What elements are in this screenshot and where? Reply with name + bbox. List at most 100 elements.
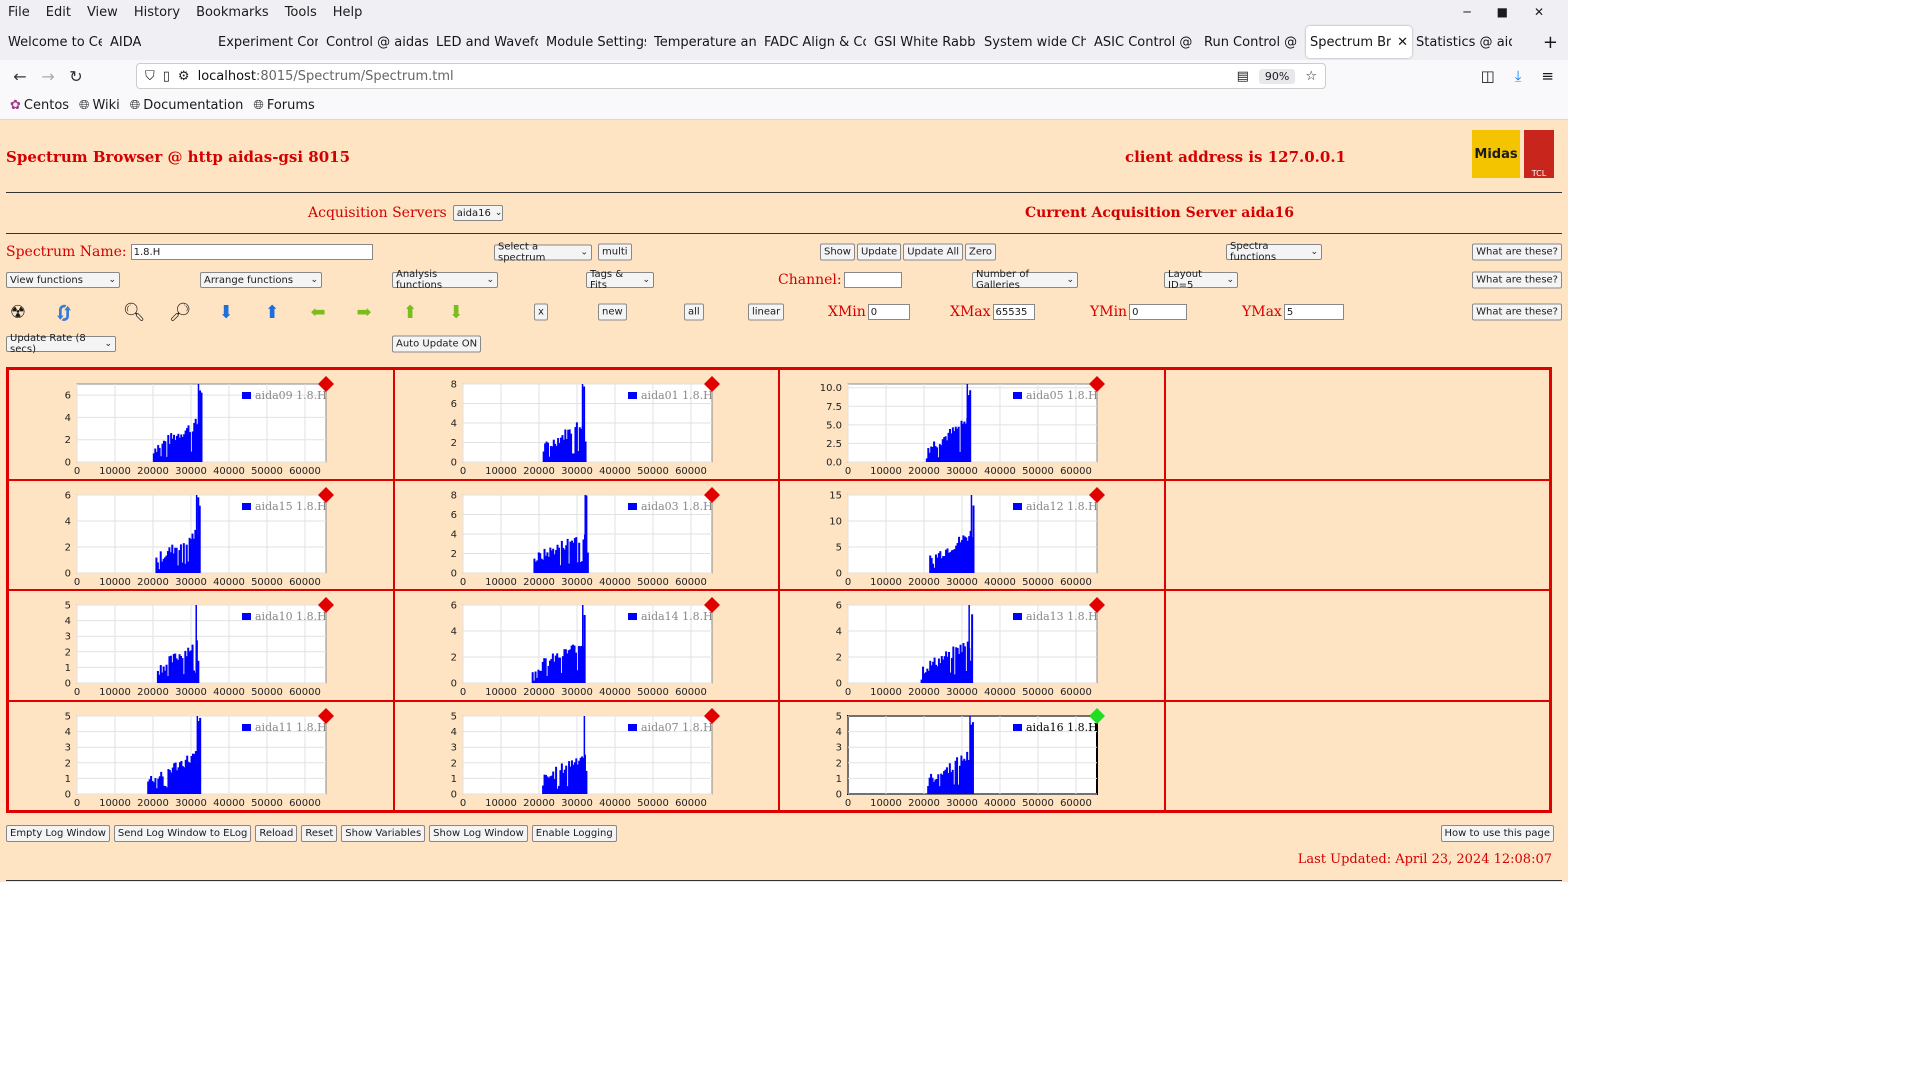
zoom-in-icon[interactable]: 🔍︎ xyxy=(122,301,146,323)
enable-logging-button[interactable]: Enable Logging xyxy=(531,825,617,842)
linear-button[interactable]: linear xyxy=(748,303,785,321)
gallery-cell[interactable]: 0 10000 20000 30000 40000 50000 60000 0 1 2 3 4 5 aid… xyxy=(779,700,1165,811)
auto-update-button[interactable]: Auto Update ON xyxy=(392,335,482,353)
tab-fadc-align[interactable]: FADC Align & Co xyxy=(764,34,866,50)
arrow-up-icon[interactable]: ⬆ xyxy=(402,301,418,323)
close-window-icon[interactable]: ✕ xyxy=(1533,5,1544,19)
show-variables-button[interactable]: Show Variables xyxy=(341,825,426,842)
gallery-cell[interactable] xyxy=(1164,479,1550,590)
reader-view-icon[interactable]: ▤ xyxy=(1236,68,1249,84)
show-button[interactable]: Show xyxy=(820,243,855,261)
xmin-input[interactable]: 0 xyxy=(867,304,910,320)
back-icon[interactable]: ← xyxy=(13,66,27,86)
update-rate-select[interactable]: Update Rate (8 secs) ⌄ xyxy=(6,333,116,355)
spectrum-name-input[interactable]: 1.8.H xyxy=(130,244,373,260)
gallery-cell[interactable]: 0 10000 20000 30000 40000 50000 60000 0 2 4 6 aida1… xyxy=(8,479,394,590)
tab-welcome[interactable]: Welcome to Cent xyxy=(8,34,102,50)
menu-file[interactable]: File xyxy=(8,4,30,20)
tab-control[interactable]: Control @ aidas- xyxy=(326,34,428,50)
how-to-use-button[interactable]: How to use this page xyxy=(1440,825,1554,842)
minimize-icon[interactable]: ─ xyxy=(1463,5,1471,19)
what-are-these-button[interactable]: What are these? xyxy=(1472,271,1562,289)
zoom-out-icon[interactable]: 🔎︎ xyxy=(168,301,192,323)
menu-history[interactable]: History xyxy=(133,4,181,20)
bookmark-documentation[interactable]: 🌐︎ Documentation xyxy=(129,98,244,113)
view-functions-select[interactable]: View functions ⌄ xyxy=(6,272,120,288)
x-button[interactable]: x xyxy=(534,303,548,321)
menu-tools[interactable]: Tools xyxy=(284,4,317,20)
arrange-functions-select[interactable]: Arrange functions ⌄ xyxy=(200,272,322,288)
empty-log-button[interactable]: Empty Log Window xyxy=(6,825,110,842)
gallery-cell[interactable] xyxy=(1164,700,1550,811)
tab-gsi-white-rabbit[interactable]: GSI White Rabbit xyxy=(874,34,976,50)
downloads-icon[interactable]: ⤓ xyxy=(1514,67,1522,85)
gallery-cell[interactable]: 0 10000 20000 30000 40000 50000 60000 0 5 10 15 aid… xyxy=(779,479,1165,590)
zoom-level[interactable]: 90% xyxy=(1258,68,1296,84)
app-menu-icon[interactable]: ≡ xyxy=(1541,67,1554,85)
gallery-cell[interactable]: 0 10000 20000 30000 40000 50000 60000 0 2 4 6 8 aida… xyxy=(393,479,779,590)
acquisition-server-select[interactable]: aida16 ⌄ xyxy=(452,205,503,221)
send-log-elog-button[interactable]: Send Log Window to ELog xyxy=(113,825,252,842)
tab-asic-control[interactable]: ASIC Control @ a xyxy=(1094,34,1196,50)
tab-temperature[interactable]: Temperature and xyxy=(654,34,756,50)
menu-bookmarks[interactable]: Bookmarks xyxy=(196,4,269,20)
select-spectrum[interactable]: Select a spectrum ⌄ xyxy=(494,241,592,263)
bookmark-centos[interactable]: ✿ Centos xyxy=(10,98,70,113)
tags-fits-select[interactable]: Tags & Fits ⌄ xyxy=(586,269,654,291)
arrow-down-icon[interactable]: ⬇ xyxy=(448,301,464,323)
shield-icon[interactable]: ⛉ xyxy=(145,68,155,84)
all-button[interactable]: all xyxy=(684,303,704,321)
reload-icon[interactable]: ↻ xyxy=(69,66,83,86)
url-bar[interactable]: ⛉ ▯ ⚙ localhost :8015/Spectrum/Spectrum.… xyxy=(136,63,1326,89)
channel-input[interactable] xyxy=(843,272,902,288)
tab-aida[interactable]: AIDA xyxy=(110,34,142,50)
bookmark-wiki[interactable]: 🌐︎ Wiki xyxy=(79,98,120,113)
layout-select[interactable]: Layout ID=5 ⌄ xyxy=(1164,269,1238,291)
reload-button[interactable]: Reload xyxy=(255,825,298,842)
gallery-cell[interactable]: 0 10000 20000 30000 40000 50000 60000 0 1 2 3 4 5 aid… xyxy=(8,700,394,811)
expand-y-icon[interactable]: ⬇ xyxy=(218,301,234,323)
tab-run-control[interactable]: Run Control @ ai xyxy=(1204,34,1302,50)
update-all-button[interactable]: Update All xyxy=(903,243,963,261)
tab-module-settings[interactable]: Module Settings xyxy=(546,34,646,50)
what-are-these-button[interactable]: What are these? xyxy=(1472,243,1562,261)
shrink-y-icon[interactable]: ⬆ xyxy=(264,301,280,323)
forward-icon[interactable]: → xyxy=(41,66,55,86)
what-are-these-button[interactable]: What are these? xyxy=(1472,303,1562,321)
gallery-cell[interactable] xyxy=(1164,590,1550,701)
radiation-icon[interactable]: ☢ xyxy=(9,301,27,323)
zero-button[interactable]: Zero xyxy=(965,243,997,261)
tab-led-waveform[interactable]: LED and Wavefor xyxy=(436,34,538,50)
spectra-functions-select[interactable]: Spectra functions ⌄ xyxy=(1226,241,1322,263)
bookmark-forums[interactable]: 🌐︎ Forums xyxy=(253,98,315,113)
gallery-cell[interactable]: 0 10000 20000 30000 40000 50000 60000 0 1 2 3 4 5 aid… xyxy=(8,590,394,701)
gallery-cell[interactable]: 0 10000 20000 30000 40000 50000 60000 0 2 4 6 aida0… xyxy=(8,369,394,480)
tab-system-wide-check[interactable]: System wide Che xyxy=(984,34,1086,50)
galleries-select[interactable]: Number of Galleries ⌄ xyxy=(972,269,1078,291)
xmax-input[interactable]: 65535 xyxy=(992,304,1035,320)
permissions-icon[interactable]: ⚙ xyxy=(177,68,190,84)
menu-edit[interactable]: Edit xyxy=(45,4,71,20)
gallery-cell[interactable]: 0 10000 20000 30000 40000 50000 60000 0 1 2 3 4 5 aid… xyxy=(393,700,779,811)
menu-help[interactable]: Help xyxy=(332,4,363,20)
new-button[interactable]: new xyxy=(598,303,627,321)
gallery-cell[interactable]: 0 10000 20000 30000 40000 50000 60000 0 2 4 6 8 aida… xyxy=(393,369,779,480)
arrow-left-icon[interactable]: ⬅ xyxy=(310,301,326,323)
maximize-icon[interactable]: ■ xyxy=(1496,5,1508,19)
new-tab-icon[interactable]: + xyxy=(1542,31,1558,53)
multi-button[interactable]: multi xyxy=(598,243,632,261)
show-log-window-button[interactable]: Show Log Window xyxy=(429,825,528,842)
update-button[interactable]: Update xyxy=(856,243,902,261)
pocket-icon[interactable]: ◫ xyxy=(1480,67,1495,85)
analysis-functions-select[interactable]: Analysis functions ⌄ xyxy=(392,269,498,291)
menu-view[interactable]: View xyxy=(86,4,118,20)
tab-experiment-control[interactable]: Experiment Contr xyxy=(218,34,318,50)
bookmark-star-icon[interactable]: ☆ xyxy=(1305,68,1317,84)
reset-button[interactable]: Reset xyxy=(301,825,338,842)
tab-spectrum-browser[interactable]: Spectrum Brow✕ xyxy=(1306,26,1412,58)
close-tab-icon[interactable]: ✕ xyxy=(1397,34,1408,50)
refresh-icon[interactable]: 🔄︎ xyxy=(55,303,73,325)
ymax-input[interactable]: 5 xyxy=(1283,304,1344,320)
gallery-cell[interactable]: 0 10000 20000 30000 40000 50000 60000 0 2 4 6 aida1… xyxy=(779,590,1165,701)
ymin-input[interactable]: 0 xyxy=(1129,304,1188,320)
